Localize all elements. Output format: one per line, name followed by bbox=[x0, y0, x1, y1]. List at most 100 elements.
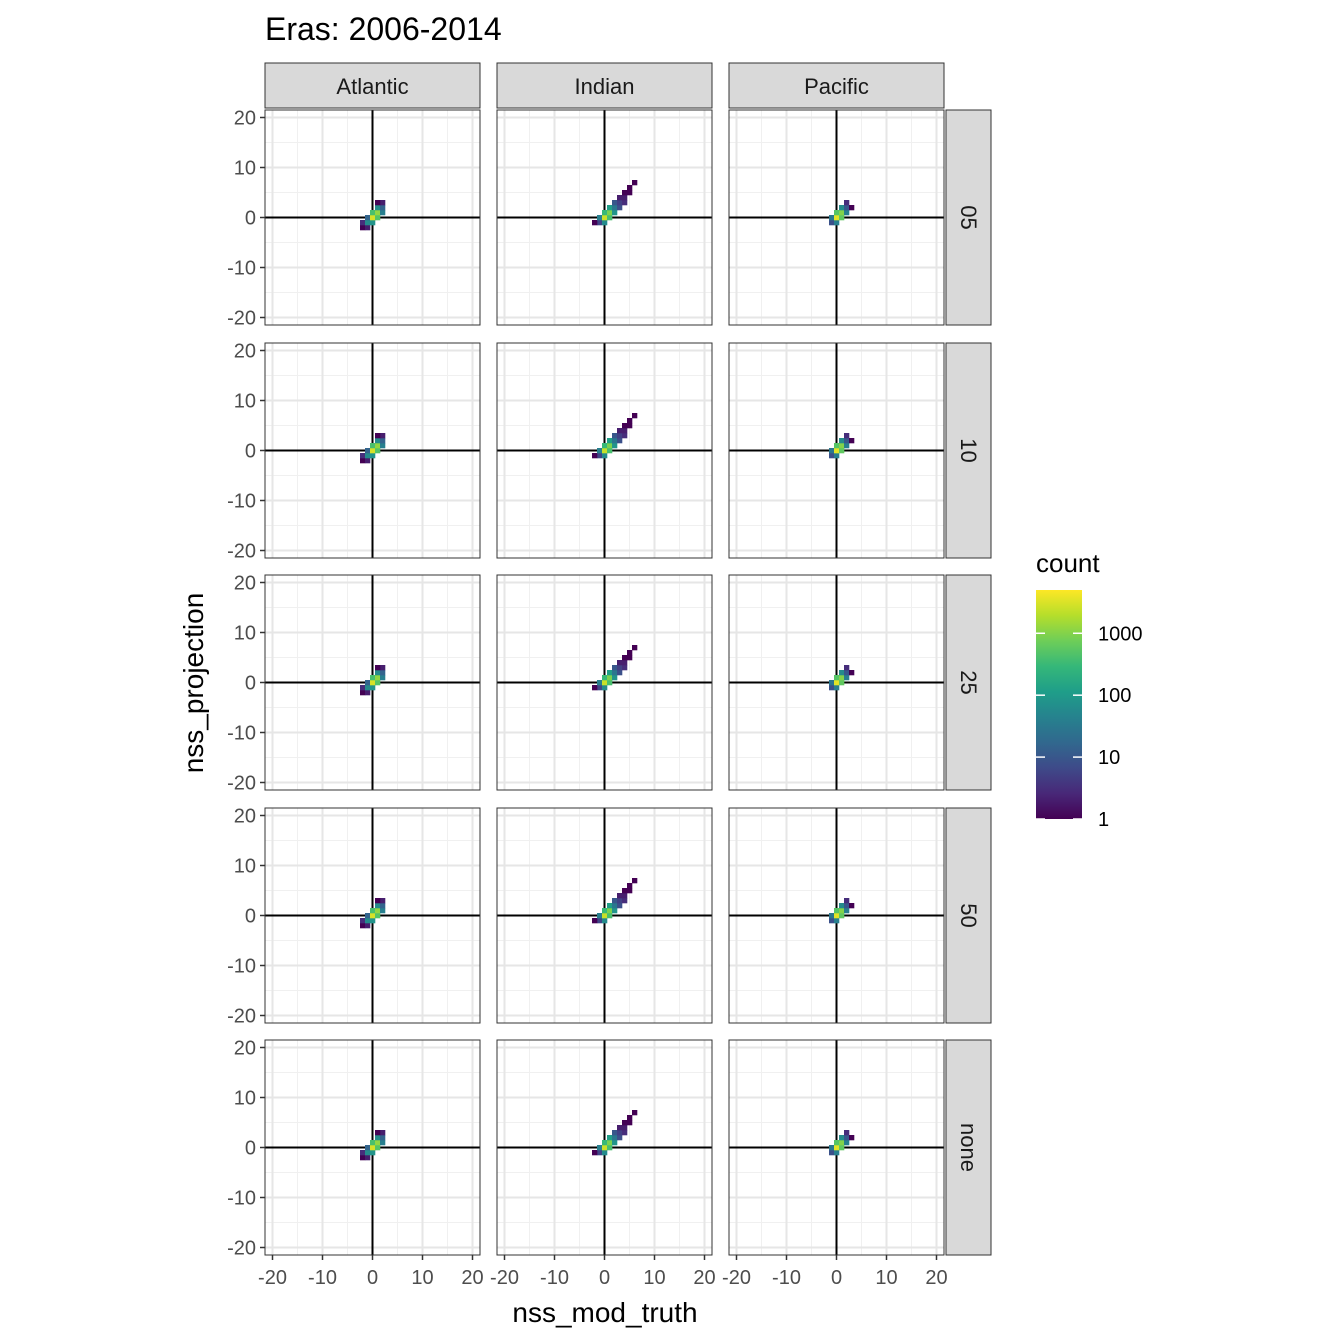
bin-cell bbox=[365, 1150, 371, 1156]
bin-cell bbox=[597, 913, 603, 919]
bin-cell bbox=[602, 220, 608, 226]
bin-cell bbox=[839, 205, 845, 211]
bin-cell bbox=[597, 220, 603, 226]
bin-cell bbox=[834, 918, 840, 924]
bin-cell bbox=[380, 1140, 386, 1146]
x-tick-label: 20 bbox=[925, 1267, 947, 1289]
x-tick-label: 10 bbox=[411, 1267, 433, 1289]
bin-cell bbox=[365, 215, 371, 221]
bin-cell bbox=[627, 883, 633, 889]
bin-cell bbox=[607, 1135, 613, 1141]
bin-cell bbox=[834, 1145, 840, 1151]
bin-cell bbox=[612, 898, 618, 904]
bin-cell bbox=[592, 453, 598, 459]
bin-cell bbox=[375, 205, 381, 211]
bin-cell bbox=[360, 690, 366, 696]
bin-cell bbox=[622, 665, 628, 671]
bin-cell bbox=[627, 423, 633, 429]
bin-cell bbox=[839, 438, 845, 444]
row-strip-label: 05 bbox=[956, 205, 981, 229]
bin-cell bbox=[844, 1135, 850, 1141]
bin-cell bbox=[612, 205, 618, 211]
bin-cell bbox=[365, 225, 371, 231]
bin-cell bbox=[632, 413, 638, 419]
bin-cell bbox=[834, 448, 840, 454]
y-tick-label: 0 bbox=[245, 673, 256, 695]
bin-cell bbox=[375, 675, 381, 681]
bin-cell bbox=[844, 903, 850, 909]
bin-cell bbox=[360, 1155, 366, 1161]
bin-cell bbox=[365, 680, 371, 686]
column-strip bbox=[728, 62, 945, 109]
facet-panel bbox=[264, 342, 481, 559]
facet-panel bbox=[728, 807, 945, 1024]
y-tick-label: -10 bbox=[227, 258, 256, 280]
bin-cell bbox=[597, 918, 603, 924]
bin-cell bbox=[627, 1120, 633, 1126]
bin-cell bbox=[839, 1140, 845, 1146]
bin-cell bbox=[597, 680, 603, 686]
bin-cell bbox=[622, 190, 628, 196]
y-tick-label: 0 bbox=[245, 441, 256, 463]
row-strip-label: none bbox=[956, 1123, 981, 1172]
bin-cell bbox=[844, 205, 850, 211]
bin-cell bbox=[839, 448, 845, 454]
bin-cell bbox=[602, 675, 608, 681]
bin-cell bbox=[375, 665, 381, 671]
bin-cell bbox=[380, 200, 386, 206]
bin-cell bbox=[375, 438, 381, 444]
bin-cell bbox=[829, 453, 835, 459]
bin-cell bbox=[380, 433, 386, 439]
bin-cell bbox=[360, 220, 366, 226]
bin-cell bbox=[834, 210, 840, 216]
row-strip bbox=[945, 1039, 992, 1256]
bin-cell bbox=[380, 903, 386, 909]
bin-cell bbox=[834, 443, 840, 449]
bin-cell bbox=[617, 1135, 623, 1141]
bin-cell bbox=[370, 685, 376, 691]
legend-colorbar bbox=[1036, 590, 1082, 819]
bin-cell bbox=[839, 215, 845, 221]
bin-cell bbox=[617, 903, 623, 909]
bin-cell bbox=[607, 205, 613, 211]
bin-cell bbox=[365, 918, 371, 924]
bin-cell bbox=[370, 680, 376, 686]
bin-cell bbox=[839, 913, 845, 919]
bin-cell bbox=[375, 1135, 381, 1141]
bin-cell bbox=[602, 1145, 608, 1151]
bin-cell bbox=[380, 898, 386, 904]
column-strip-label: Pacific bbox=[804, 74, 869, 99]
bin-cell bbox=[612, 670, 618, 676]
x-tick-label: -10 bbox=[772, 1267, 801, 1289]
bin-cell bbox=[602, 215, 608, 221]
facet-panel bbox=[728, 574, 945, 791]
bin-cell bbox=[365, 690, 371, 696]
bin-cell bbox=[829, 918, 835, 924]
bin-cell bbox=[602, 443, 608, 449]
y-tick-label: 0 bbox=[245, 208, 256, 230]
bin-cell bbox=[612, 665, 618, 671]
facet-panel bbox=[496, 109, 713, 326]
bin-cell bbox=[849, 903, 855, 909]
chart-title: Eras: 2006-2014 bbox=[265, 11, 502, 47]
bin-cell bbox=[844, 438, 850, 444]
bin-cell bbox=[375, 443, 381, 449]
bin-cell bbox=[627, 418, 633, 424]
y-tick-label: 20 bbox=[234, 108, 256, 130]
y-tick-label: -20 bbox=[227, 773, 256, 795]
bin-cell bbox=[365, 453, 371, 459]
facet-panel bbox=[496, 574, 713, 791]
bin-cell bbox=[607, 670, 613, 676]
facet-panel bbox=[264, 807, 481, 1024]
bin-cell bbox=[829, 448, 835, 454]
bin-cell bbox=[365, 1145, 371, 1151]
panel-border bbox=[728, 574, 945, 791]
bin-cell bbox=[839, 903, 845, 909]
x-tick-label: -10 bbox=[308, 1267, 337, 1289]
bin-cell bbox=[632, 180, 638, 186]
bin-cell bbox=[844, 898, 850, 904]
bin-cell bbox=[370, 220, 376, 226]
bin-cell bbox=[375, 433, 381, 439]
legend-tick-label: 100 bbox=[1098, 685, 1131, 707]
